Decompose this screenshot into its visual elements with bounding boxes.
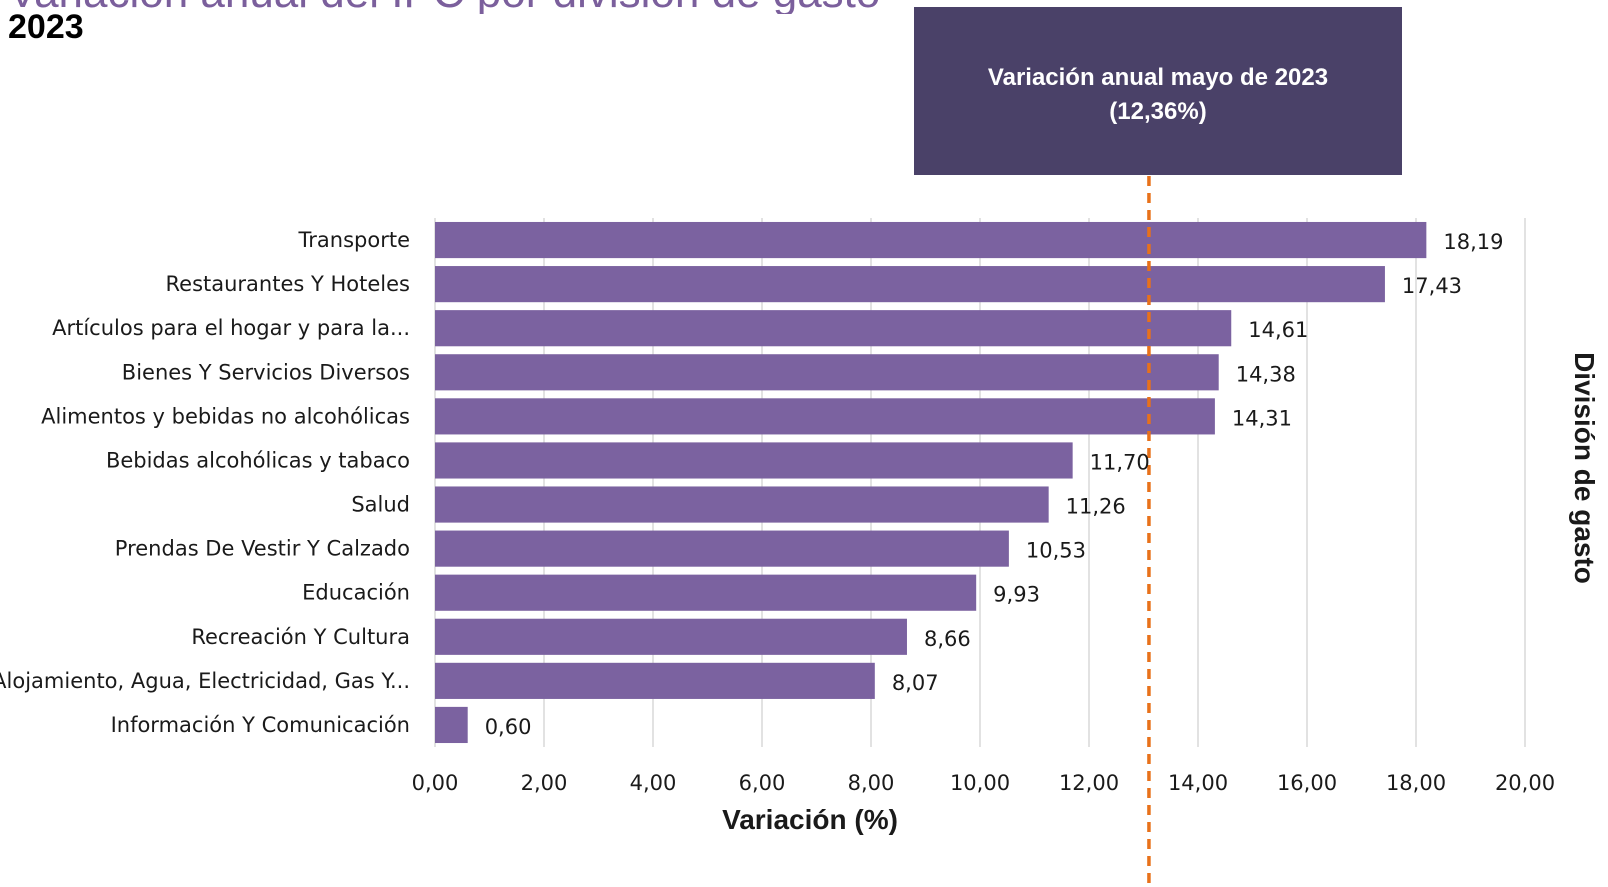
bar bbox=[435, 486, 1049, 523]
value-label: 9,93 bbox=[993, 583, 1040, 607]
bar bbox=[435, 266, 1385, 303]
chart-title-clipped: Variación anual del IPC por división de … bbox=[0, 0, 880, 14]
bar bbox=[435, 221, 1427, 259]
value-label: 0,60 bbox=[485, 715, 532, 739]
value-label: 18,19 bbox=[1443, 230, 1503, 254]
x-tick-labels: 0,00 2,00 4,00 6,00 8,00 10,00 12,00 14,00 16,00… bbox=[412, 771, 1555, 795]
value-label: 10,53 bbox=[1026, 539, 1086, 563]
category-label: Artículos para el hogar y para la... bbox=[52, 316, 410, 340]
annotation-line-2: (12,36%) bbox=[1109, 98, 1207, 125]
value-label: 8,07 bbox=[892, 671, 939, 695]
bar bbox=[435, 662, 875, 699]
bar bbox=[435, 618, 907, 655]
value-label: 17,43 bbox=[1402, 274, 1462, 298]
category-label: Alimentos y bebidas no alcohólicas bbox=[41, 404, 410, 428]
value-label: 8,66 bbox=[924, 627, 971, 651]
x-axis-title: Variación (%) bbox=[722, 804, 898, 835]
x-tick-label: 16,00 bbox=[1277, 771, 1337, 795]
category-label: Transporte bbox=[298, 228, 410, 252]
x-tick-label: 10,00 bbox=[950, 771, 1010, 795]
value-label: 14,38 bbox=[1236, 362, 1296, 386]
x-tick-label: 20,00 bbox=[1495, 771, 1555, 795]
value-label: 14,61 bbox=[1248, 318, 1308, 342]
x-tick-label: 12,00 bbox=[1059, 771, 1119, 795]
bar bbox=[435, 442, 1073, 479]
category-label: Bebidas alcohólicas y tabaco bbox=[106, 448, 410, 472]
category-labels: Transporte Restaurantes Y Hoteles Artículo… bbox=[0, 228, 410, 737]
x-tick-label: 18,00 bbox=[1386, 771, 1446, 795]
category-label: Bienes Y Servicios Diversos bbox=[122, 360, 410, 384]
bars bbox=[435, 221, 1427, 744]
bar bbox=[435, 574, 977, 611]
category-label: Alojamiento, Agua, Electricidad, Gas Y..… bbox=[0, 669, 410, 693]
x-tick-label: 0,00 bbox=[412, 771, 459, 795]
value-label: 14,31 bbox=[1232, 406, 1292, 430]
category-label: Restaurantes Y Hoteles bbox=[166, 272, 411, 296]
x-tick-label: 8,00 bbox=[848, 771, 895, 795]
x-tick-label: 4,00 bbox=[630, 771, 677, 795]
chart-title-year: 2023 bbox=[8, 8, 84, 46]
grid-lines bbox=[434, 218, 1526, 747]
bar bbox=[435, 398, 1215, 435]
bar bbox=[435, 706, 468, 744]
bar bbox=[435, 310, 1232, 347]
bar bbox=[435, 530, 1009, 567]
value-label: 11,26 bbox=[1066, 495, 1126, 519]
x-tick-label: 6,00 bbox=[739, 771, 786, 795]
value-label: 11,70 bbox=[1090, 450, 1150, 474]
y-axis-title: División de gasto bbox=[1569, 352, 1600, 584]
category-label: Salud bbox=[351, 493, 410, 517]
annotation-box: Variación anual mayo de 2023 (12,36%) bbox=[914, 7, 1402, 175]
x-tick-label: 14,00 bbox=[1168, 771, 1228, 795]
category-label: Recreación Y Cultura bbox=[191, 625, 410, 649]
bar bbox=[435, 354, 1219, 391]
x-tick-label: 2,00 bbox=[521, 771, 568, 795]
category-label: Educación bbox=[302, 581, 410, 605]
category-label: Información Y Comunicación bbox=[111, 713, 410, 737]
value-labels: 18,19 17,43 14,61 14,38 14,31 11,70 11,26 10,53… bbox=[485, 230, 1504, 739]
annotation-line-1: Variación anual mayo de 2023 bbox=[987, 64, 1329, 91]
chart-title-fragment: Variación anual del IPC por división de … bbox=[8, 0, 880, 14]
category-label: Prendas De Vestir Y Calzado bbox=[115, 537, 410, 561]
